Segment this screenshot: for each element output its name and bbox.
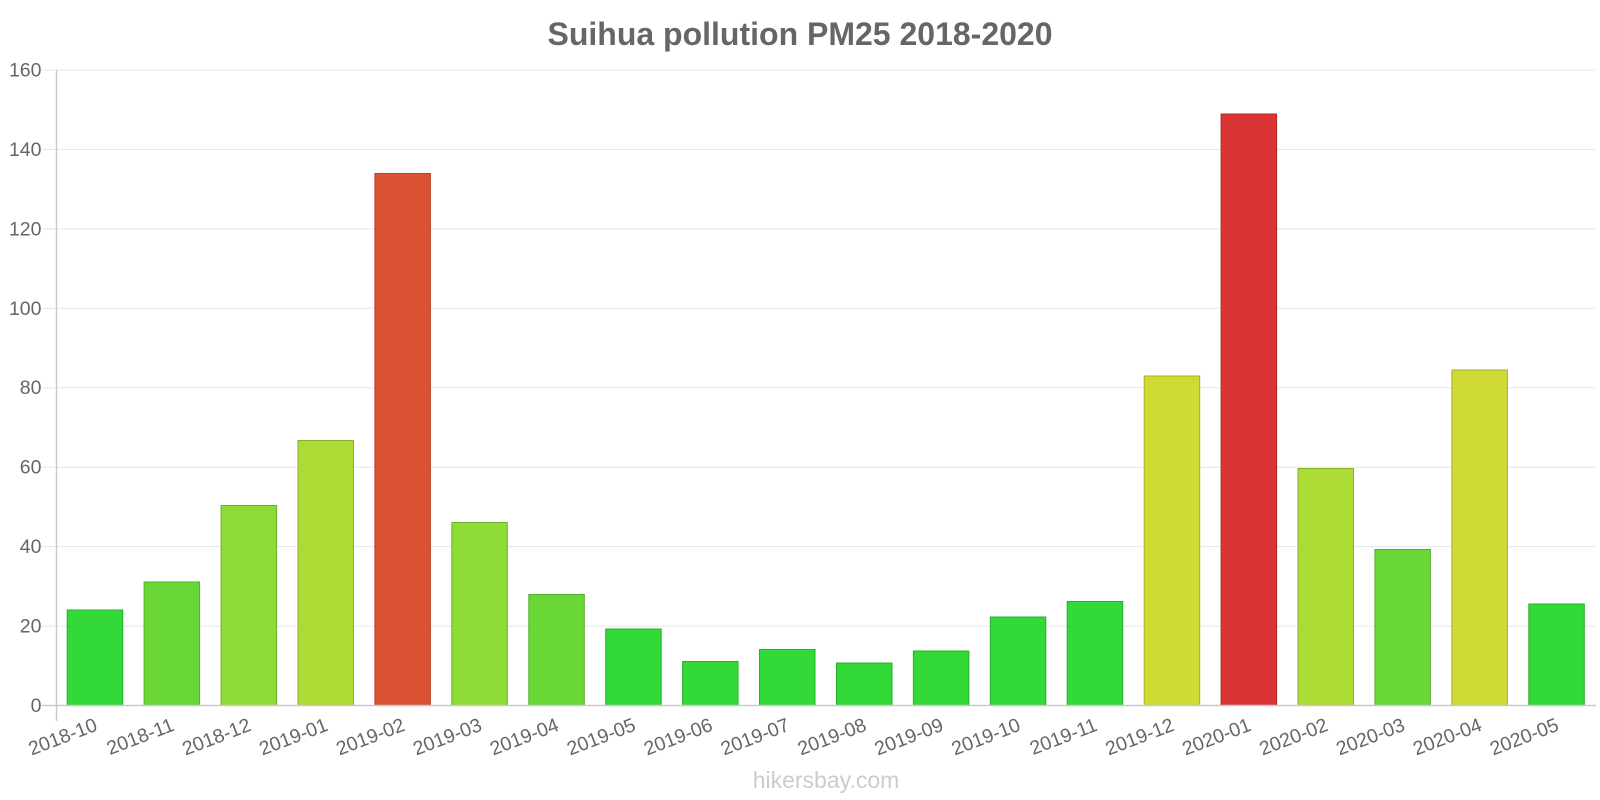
svg-text:100: 100 <box>9 298 42 320</box>
svg-text:Suihua pollution PM25 2018-202: Suihua pollution PM25 2018-2020 <box>547 16 1052 52</box>
svg-text:0: 0 <box>31 695 42 717</box>
svg-text:120: 120 <box>9 218 42 240</box>
svg-text:20: 20 <box>20 616 42 638</box>
svg-text:160: 160 <box>9 60 42 82</box>
svg-text:80: 80 <box>20 377 42 399</box>
svg-text:60: 60 <box>20 457 42 479</box>
svg-text:40: 40 <box>20 536 42 558</box>
svg-text:hikersbay.com: hikersbay.com <box>753 767 900 793</box>
svg-text:140: 140 <box>9 139 42 161</box>
